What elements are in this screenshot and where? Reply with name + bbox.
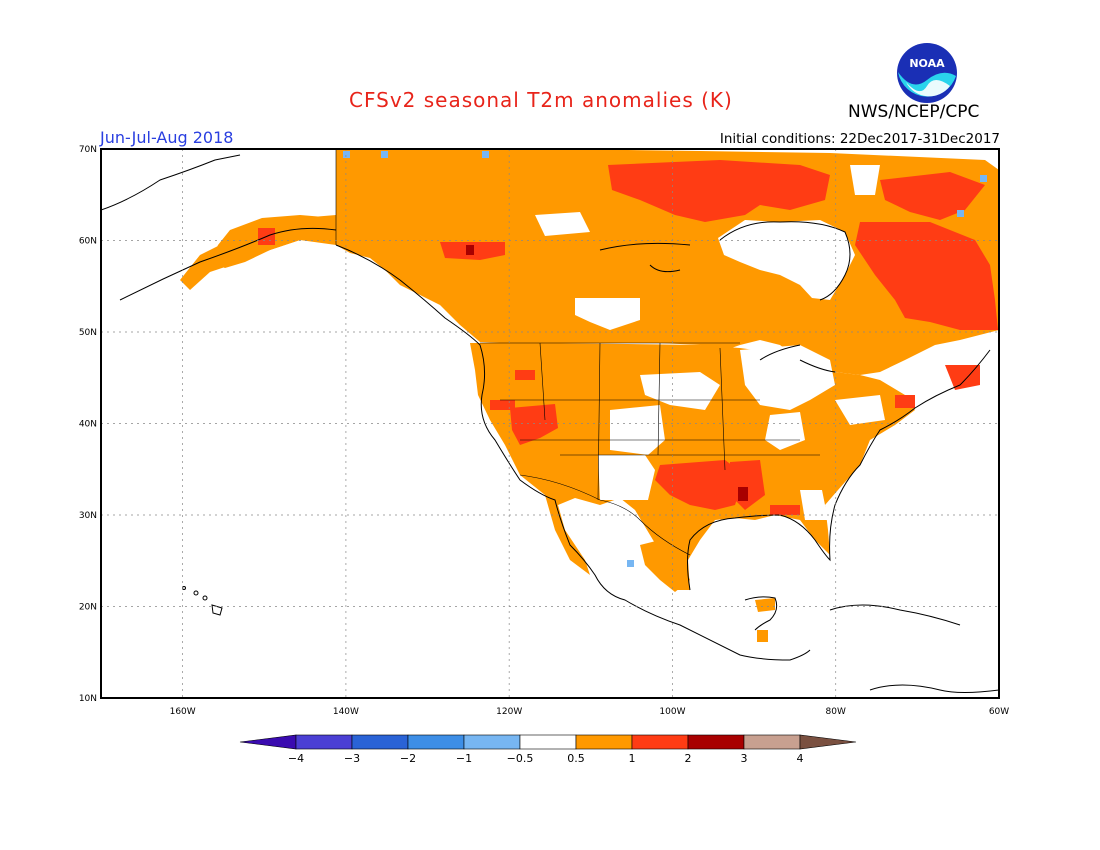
latitude-labels: 70N 60N 50N 40N 30N 20N 10N — [79, 145, 97, 704]
anomaly-region-mexico — [640, 540, 690, 592]
longitude-labels: 160W 140W 120W 100W 80W 60W — [170, 707, 1010, 717]
colorbar-tick-label: −1 — [456, 752, 472, 765]
colorbar-swatch — [463, 734, 521, 750]
anomaly-cold-regions — [343, 151, 987, 567]
colorbar-swatch — [575, 734, 633, 750]
colorbar-tick-label: 1 — [629, 752, 636, 765]
anomaly-hole-colorado — [610, 405, 665, 455]
colorbar-tick-label: 3 — [741, 752, 748, 765]
initial-conditions-label: Initial conditions: 22Dec2017-31Dec2017 — [719, 131, 1000, 147]
colorbar-swatch — [519, 734, 577, 750]
lat-label: 10N — [79, 694, 97, 704]
lon-label: 160W — [170, 707, 196, 717]
lon-label: 140W — [333, 707, 359, 717]
lon-label: 80W — [826, 707, 846, 717]
coastlines — [101, 154, 999, 693]
colorbar-left-arrow — [239, 734, 297, 750]
lon-label: 120W — [496, 707, 522, 717]
anomaly-hole-fl — [800, 490, 828, 520]
anomaly-hole-ne — [835, 395, 885, 425]
hawaii-islands — [182, 586, 223, 616]
lat-label: 70N — [79, 145, 97, 155]
map-title: CFSv2 seasonal T2m anomalies (K) — [349, 88, 733, 112]
colorbar-swatch — [687, 734, 745, 750]
anomaly-hole-lakes — [740, 345, 835, 410]
anomaly-region-caribbean — [757, 630, 768, 642]
anomaly-hole-1 — [575, 298, 640, 330]
lat-label: 60N — [79, 237, 97, 247]
colorbar-tick-label: −0.5 — [507, 752, 534, 765]
lon-label: 100W — [659, 707, 685, 717]
colorbar-tick-label: −2 — [400, 752, 416, 765]
colorbar-swatch — [743, 734, 801, 750]
colorbar-tick-label: −4 — [288, 752, 304, 765]
colorbar — [239, 734, 857, 750]
colorbar-tick-label: 4 — [797, 752, 804, 765]
political-borders — [335, 150, 820, 556]
agency-label: NWS/NCEP/CPC — [848, 102, 980, 122]
lat-label: 40N — [79, 420, 97, 430]
grid-lines — [101, 149, 999, 698]
lat-label: 20N — [79, 603, 97, 613]
anomaly-hole-ohio — [765, 412, 805, 450]
forecast-period-label: Jun-Jul-Aug 2018 — [100, 128, 234, 147]
colorbar-swatch — [407, 734, 465, 750]
anomaly-hole-nm — [598, 455, 655, 500]
colorbar-tick-label: −3 — [344, 752, 360, 765]
colorbar-labels: −4 −3 −2 −1 −0.5 0.5 1 2 3 4 — [288, 752, 804, 765]
lat-label: 50N — [79, 328, 97, 338]
anomaly-medium-regions — [258, 160, 998, 515]
colorbar-swatch — [631, 734, 689, 750]
noaa-logo: NOAA — [897, 43, 957, 103]
lon-label: 60W — [989, 707, 1009, 717]
anomaly-hole-3 — [850, 165, 880, 195]
anomaly-field — [101, 149, 999, 693]
anomaly-hole-hudson — [718, 220, 855, 300]
colorbar-tick-label: 2 — [685, 752, 692, 765]
map-frame — [100, 148, 1000, 699]
colorbar-swatch — [295, 734, 353, 750]
anomaly-region-yucatan — [755, 598, 775, 612]
colorbar-swatch — [351, 734, 409, 750]
anomaly-strong-regions — [466, 245, 748, 501]
colorbar-right-arrow — [799, 734, 857, 750]
lat-label: 30N — [79, 511, 97, 521]
anomaly-hole-plains — [640, 372, 720, 410]
colorbar-tick-label: 0.5 — [567, 752, 585, 765]
anomaly-hole-2 — [535, 212, 590, 236]
noaa-logo-text: NOAA — [909, 57, 945, 70]
